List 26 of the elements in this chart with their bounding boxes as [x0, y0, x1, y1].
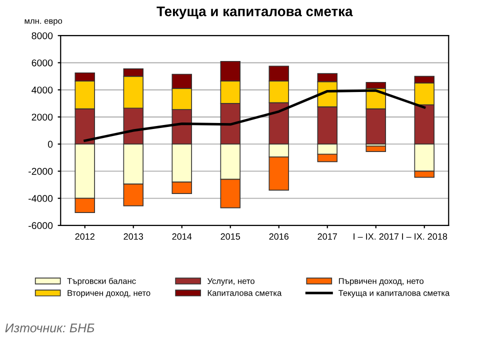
x-tick-label: I – IX. 2018	[402, 233, 448, 240]
legend-label: Текуща и капиталова сметка	[338, 290, 450, 298]
y-tick-label: 6000	[32, 59, 53, 66]
text: Източник: БНБ	[5, 324, 94, 332]
y-tick-label: 8000	[32, 32, 53, 40]
x-tick-label: 2013	[124, 233, 144, 240]
y-tick-label: -2000	[28, 168, 53, 175]
y-tick-label: 4000	[32, 86, 53, 94]
legend-label: Първичен доход, нето	[338, 278, 424, 286]
y-tick-label: -6000	[28, 222, 53, 230]
x-tick-label: 2014	[172, 233, 192, 240]
y-tick-label: 2000	[32, 114, 53, 121]
x-tick-label: 2012	[75, 233, 94, 240]
y-tick-label: -4000	[28, 195, 53, 202]
legend-label: Търговски баланс	[67, 278, 136, 286]
y-axis-title: млн. евро	[24, 19, 62, 26]
chart-title: Текуща и капиталова сметка	[156, 6, 353, 20]
legend-label: Вторичен доход, нето	[68, 290, 150, 298]
x-tick-label: I – IX. 2017	[354, 233, 399, 240]
legend-label: Капиталова сметка	[208, 290, 282, 296]
x-tick-label: 2015	[220, 233, 240, 240]
line-series	[84, 89, 426, 142]
y-tick-label: 0	[48, 140, 53, 148]
x-tick-label: 2017	[318, 233, 337, 240]
x-tick-label: 2016	[269, 233, 289, 240]
legend-label: Услуги, нето	[207, 278, 254, 286]
